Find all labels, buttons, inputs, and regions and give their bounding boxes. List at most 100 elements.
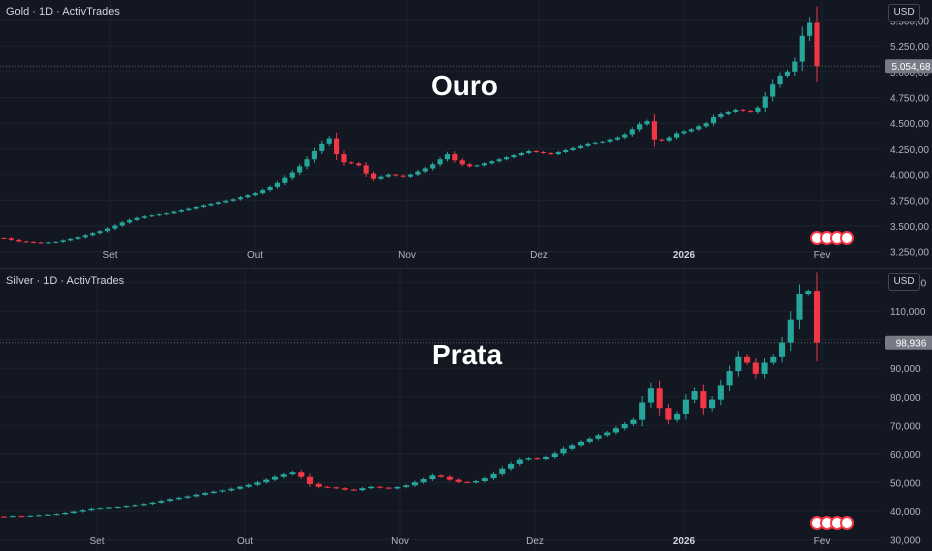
candle[interactable]: [778, 336, 786, 363]
candle[interactable]: [105, 506, 112, 509]
candle[interactable]: [123, 505, 130, 508]
candle[interactable]: [370, 171, 377, 182]
candle[interactable]: [311, 147, 318, 163]
candle[interactable]: [363, 161, 369, 177]
candle[interactable]: [219, 489, 226, 493]
candle[interactable]: [592, 141, 598, 145]
candle[interactable]: [230, 198, 236, 202]
candle[interactable]: [348, 161, 354, 165]
silver-chart-panel[interactable]: 30,000 40,000 50,000 60,000 70,000 80,000 90,0…: [0, 268, 932, 551]
candle[interactable]: [540, 151, 547, 154]
candle[interactable]: [200, 204, 207, 209]
candle[interactable]: [407, 173, 414, 178]
candle[interactable]: [607, 138, 613, 143]
candle[interactable]: [376, 485, 383, 489]
candle[interactable]: [777, 72, 783, 88]
candle[interactable]: [245, 483, 252, 489]
candle[interactable]: [647, 382, 654, 409]
candle[interactable]: [149, 214, 155, 218]
candle[interactable]: [289, 170, 295, 181]
candle[interactable]: [23, 240, 29, 243]
candle[interactable]: [784, 69, 791, 78]
candle[interactable]: [208, 202, 214, 207]
candle[interactable]: [770, 79, 776, 102]
candle[interactable]: [127, 218, 133, 224]
candle[interactable]: [70, 510, 77, 515]
candle[interactable]: [79, 509, 86, 513]
candle[interactable]: [297, 163, 303, 176]
candle[interactable]: [16, 238, 22, 243]
candle[interactable]: [703, 121, 709, 128]
candle[interactable]: [333, 486, 340, 490]
candle[interactable]: [807, 17, 813, 42]
candle[interactable]: [175, 496, 182, 501]
candle[interactable]: [75, 236, 81, 240]
candle[interactable]: [228, 487, 235, 492]
candle[interactable]: [600, 140, 606, 144]
candle[interactable]: [526, 149, 532, 155]
candle[interactable]: [560, 446, 567, 456]
candle[interactable]: [415, 169, 421, 177]
candle[interactable]: [551, 451, 558, 459]
candle[interactable]: [682, 394, 689, 420]
candle[interactable]: [271, 475, 279, 482]
candle[interactable]: [132, 504, 139, 508]
candle[interactable]: [612, 426, 619, 435]
candle[interactable]: [525, 457, 532, 461]
candle[interactable]: [659, 138, 665, 142]
candle[interactable]: [378, 175, 384, 180]
candle[interactable]: [656, 380, 663, 416]
candle[interactable]: [473, 479, 480, 484]
candle[interactable]: [755, 105, 761, 114]
candle[interactable]: [710, 114, 717, 126]
candle[interactable]: [112, 223, 118, 231]
candle[interactable]: [167, 498, 174, 503]
gold-chart-panel[interactable]: 3.250,00 3.500,00 3.750,00 4.000,00 4.250,00…: [0, 0, 932, 268]
candle[interactable]: [792, 57, 798, 76]
candle[interactable]: [455, 478, 462, 484]
candle[interactable]: [274, 180, 281, 189]
candle[interactable]: [385, 486, 392, 490]
candle[interactable]: [158, 499, 165, 504]
candle[interactable]: [400, 174, 406, 178]
candle[interactable]: [223, 199, 229, 204]
candle[interactable]: [149, 501, 156, 506]
candle[interactable]: [304, 156, 310, 170]
candle[interactable]: [324, 485, 331, 489]
candle[interactable]: [700, 384, 707, 415]
candle[interactable]: [9, 515, 16, 518]
candle[interactable]: [236, 485, 244, 491]
candle[interactable]: [368, 485, 375, 490]
candle[interactable]: [341, 150, 347, 166]
candle[interactable]: [481, 162, 487, 167]
candle[interactable]: [385, 173, 391, 178]
candle[interactable]: [762, 92, 768, 113]
us-flag-icon[interactable]: [840, 231, 854, 245]
candle[interactable]: [639, 395, 646, 427]
candle[interactable]: [569, 443, 576, 451]
candle[interactable]: [740, 108, 746, 112]
candle[interactable]: [420, 477, 427, 484]
candle[interactable]: [752, 357, 759, 379]
candle[interactable]: [735, 351, 742, 377]
candle[interactable]: [67, 237, 74, 242]
candle[interactable]: [184, 495, 191, 499]
candle[interactable]: [60, 239, 66, 244]
candle[interactable]: [446, 475, 453, 482]
silver-candlestick-chart[interactable]: 30,000 40,000 50,000 60,000 70,000 80,000 90,0…: [0, 269, 932, 551]
candle[interactable]: [430, 162, 436, 171]
candle[interactable]: [356, 162, 362, 167]
candle[interactable]: [674, 411, 681, 423]
candle[interactable]: [814, 6, 820, 83]
candle[interactable]: [744, 354, 751, 366]
us-flag-icon[interactable]: [840, 516, 854, 530]
candle[interactable]: [438, 474, 445, 478]
candle[interactable]: [437, 156, 443, 167]
candle[interactable]: [516, 457, 523, 466]
candle[interactable]: [747, 110, 754, 113]
candle[interactable]: [252, 191, 258, 197]
candle[interactable]: [0, 516, 8, 518]
currency-button[interactable]: USD: [888, 4, 920, 22]
candle[interactable]: [411, 480, 418, 487]
candle[interactable]: [496, 157, 502, 163]
